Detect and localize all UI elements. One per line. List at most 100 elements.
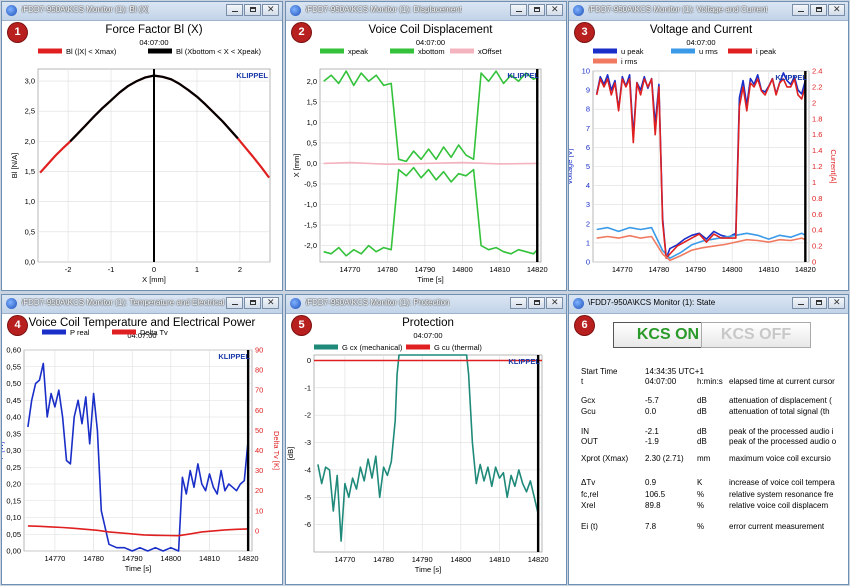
y-tick-label: 8 bbox=[586, 105, 590, 114]
titlebar[interactable]: \FDD7-950A\KCS Monitor (1): Protection bbox=[286, 295, 566, 314]
titlebar[interactable]: \FDD7-950A\KCS Monitor (1): Voltage and … bbox=[569, 2, 848, 21]
state-unit: dB bbox=[697, 407, 707, 416]
minimize-icon[interactable] bbox=[226, 297, 243, 309]
y-tick-label: 0,00 bbox=[6, 547, 21, 556]
titlebar[interactable]: \FDD7-950A\KCS Monitor (1): Displacement bbox=[286, 2, 566, 21]
y-tick-label: 4 bbox=[586, 181, 590, 190]
y-tick-label: 1,5 bbox=[307, 97, 317, 106]
y-tick-label: -2 bbox=[304, 411, 311, 420]
y2-tick-label: 40 bbox=[255, 446, 263, 455]
y-tick-label: -1,5 bbox=[304, 221, 317, 230]
x-tick-label: 0 bbox=[152, 265, 156, 274]
close-icon[interactable] bbox=[828, 297, 845, 309]
klippel-brand: KLIPPEL bbox=[507, 71, 539, 80]
app-icon bbox=[6, 298, 17, 309]
window-bl[interactable]: \FDD7-950A\KCS Monitor (1): Bl (X) Force… bbox=[1, 1, 283, 291]
y-axis-label: X [mm] bbox=[292, 154, 301, 178]
y2-tick-label: 1.6 bbox=[812, 130, 822, 139]
state-unit: h:min:s bbox=[697, 377, 723, 386]
window-state[interactable]: \FDD7-950A\KCS Monitor (1): State 6 KCS … bbox=[568, 294, 849, 585]
titlebar[interactable]: \FDD7-950A\KCS Monitor (1): Temperature … bbox=[2, 295, 282, 314]
state-unit: % bbox=[697, 522, 705, 531]
state-description: increase of voice coil tempera bbox=[729, 478, 835, 487]
y2-tick-label: 1.2 bbox=[812, 162, 822, 171]
y-tick-label: 0,15 bbox=[6, 496, 21, 505]
close-icon[interactable] bbox=[262, 4, 279, 16]
y-tick-label: 10 bbox=[582, 67, 590, 76]
maximize-icon[interactable] bbox=[244, 4, 261, 16]
x-tick-label: 14820 bbox=[528, 555, 549, 564]
window-title: \FDD7-950A\KCS Monitor (1): Protection bbox=[305, 298, 450, 307]
chart-displacement: Voice Coil Displacement 04:07:00 xpeak xbot… bbox=[292, 24, 548, 284]
chart-voltage-current: Voltage and Current 04:07:00 u peak u rms i … bbox=[569, 24, 838, 274]
state-unit: % bbox=[697, 501, 705, 510]
maximize-icon[interactable] bbox=[810, 4, 827, 16]
x-tick-label: 14800 bbox=[722, 265, 743, 274]
y-tick-label: 0,5 bbox=[307, 138, 317, 147]
series-line bbox=[27, 362, 249, 552]
minimize-icon[interactable] bbox=[510, 4, 527, 16]
y-tick-label: 2,0 bbox=[25, 137, 35, 146]
series-line bbox=[323, 70, 538, 163]
legend-label: xpeak bbox=[348, 47, 368, 56]
state-unit: dB bbox=[697, 427, 707, 436]
state-value: 0.9 bbox=[645, 478, 657, 487]
titlebar[interactable]: \FDD7-950A\KCS Monitor (1): State bbox=[569, 295, 848, 314]
maximize-icon[interactable] bbox=[810, 297, 827, 309]
x-tick-label: 14770 bbox=[340, 265, 361, 274]
titlebar[interactable]: \FDD7-950A\KCS Monitor (1): Bl (X) bbox=[2, 2, 282, 21]
close-icon[interactable] bbox=[828, 4, 845, 16]
kcs-off-button[interactable]: KCS OFF bbox=[701, 322, 811, 348]
panel-badge: 4 bbox=[8, 316, 27, 335]
close-icon[interactable] bbox=[546, 4, 563, 16]
legend-label: u rms bbox=[699, 47, 718, 56]
maximize-icon[interactable] bbox=[244, 297, 261, 309]
x-tick-label: 2 bbox=[238, 265, 242, 274]
maximize-icon[interactable] bbox=[528, 297, 545, 309]
x-tick-label: 14790 bbox=[685, 265, 706, 274]
panel-badge: 3 bbox=[575, 23, 594, 42]
app-icon bbox=[573, 298, 584, 309]
y-tick-label: 0,25 bbox=[6, 463, 21, 472]
window-displacement[interactable]: \FDD7-950A\KCS Monitor (1): Displacement… bbox=[285, 1, 567, 291]
x-tick-label: 14810 bbox=[489, 555, 510, 564]
y2-tick-label: 1.8 bbox=[812, 114, 822, 123]
close-icon[interactable] bbox=[262, 297, 279, 309]
series-line bbox=[317, 354, 539, 542]
y-tick-label: -5 bbox=[304, 493, 311, 502]
minimize-icon[interactable] bbox=[792, 4, 809, 16]
chart-title: Force Factor Bl (X) bbox=[105, 24, 202, 36]
state-description: maximum voice coil excursio bbox=[729, 454, 831, 463]
minimize-icon[interactable] bbox=[792, 297, 809, 309]
y2-tick-label: 2 bbox=[812, 98, 816, 107]
y2-tick-label: 1.4 bbox=[812, 146, 822, 155]
state-value: 2.30 (2.71) bbox=[645, 454, 684, 463]
app-icon bbox=[290, 298, 301, 309]
state-label: Start Time bbox=[581, 367, 618, 376]
window-voltage-current[interactable]: \FDD7-950A\KCS Monitor (1): Voltage and … bbox=[568, 1, 849, 291]
state-value: -2.1 bbox=[645, 427, 659, 436]
x-tick-label: 14810 bbox=[199, 554, 220, 563]
state-unit: K bbox=[697, 478, 703, 487]
state-unit: mm bbox=[697, 454, 711, 463]
y2-tick-label: 80 bbox=[255, 366, 263, 375]
series-line bbox=[27, 525, 249, 537]
x-axis-label: X [mm] bbox=[142, 275, 166, 284]
state-value: -5.7 bbox=[645, 396, 659, 405]
state-label: ΔTv bbox=[581, 478, 596, 487]
series-line bbox=[595, 78, 807, 259]
window-title: \FDD7-950A\KCS Monitor (1): Voltage and … bbox=[588, 5, 768, 14]
state-description: peak of the processed audio i bbox=[729, 427, 834, 436]
maximize-icon[interactable] bbox=[528, 4, 545, 16]
minimize-icon[interactable] bbox=[226, 4, 243, 16]
chart-temperature-power: Voice Coil Temperature and Electrical Po… bbox=[2, 317, 281, 573]
x-tick-label: 14770 bbox=[44, 554, 65, 563]
y-tick-label: 0,55 bbox=[6, 362, 21, 371]
close-icon[interactable] bbox=[546, 297, 563, 309]
window-protection[interactable]: \FDD7-950A\KCS Monitor (1): Protection P… bbox=[285, 294, 567, 585]
app-icon bbox=[290, 5, 301, 16]
window-temperature-power[interactable]: \FDD7-950A\KCS Monitor (1): Temperature … bbox=[1, 294, 283, 585]
y2-tick-label: 60 bbox=[255, 406, 263, 415]
x-tick-label: 14810 bbox=[758, 265, 779, 274]
minimize-icon[interactable] bbox=[510, 297, 527, 309]
